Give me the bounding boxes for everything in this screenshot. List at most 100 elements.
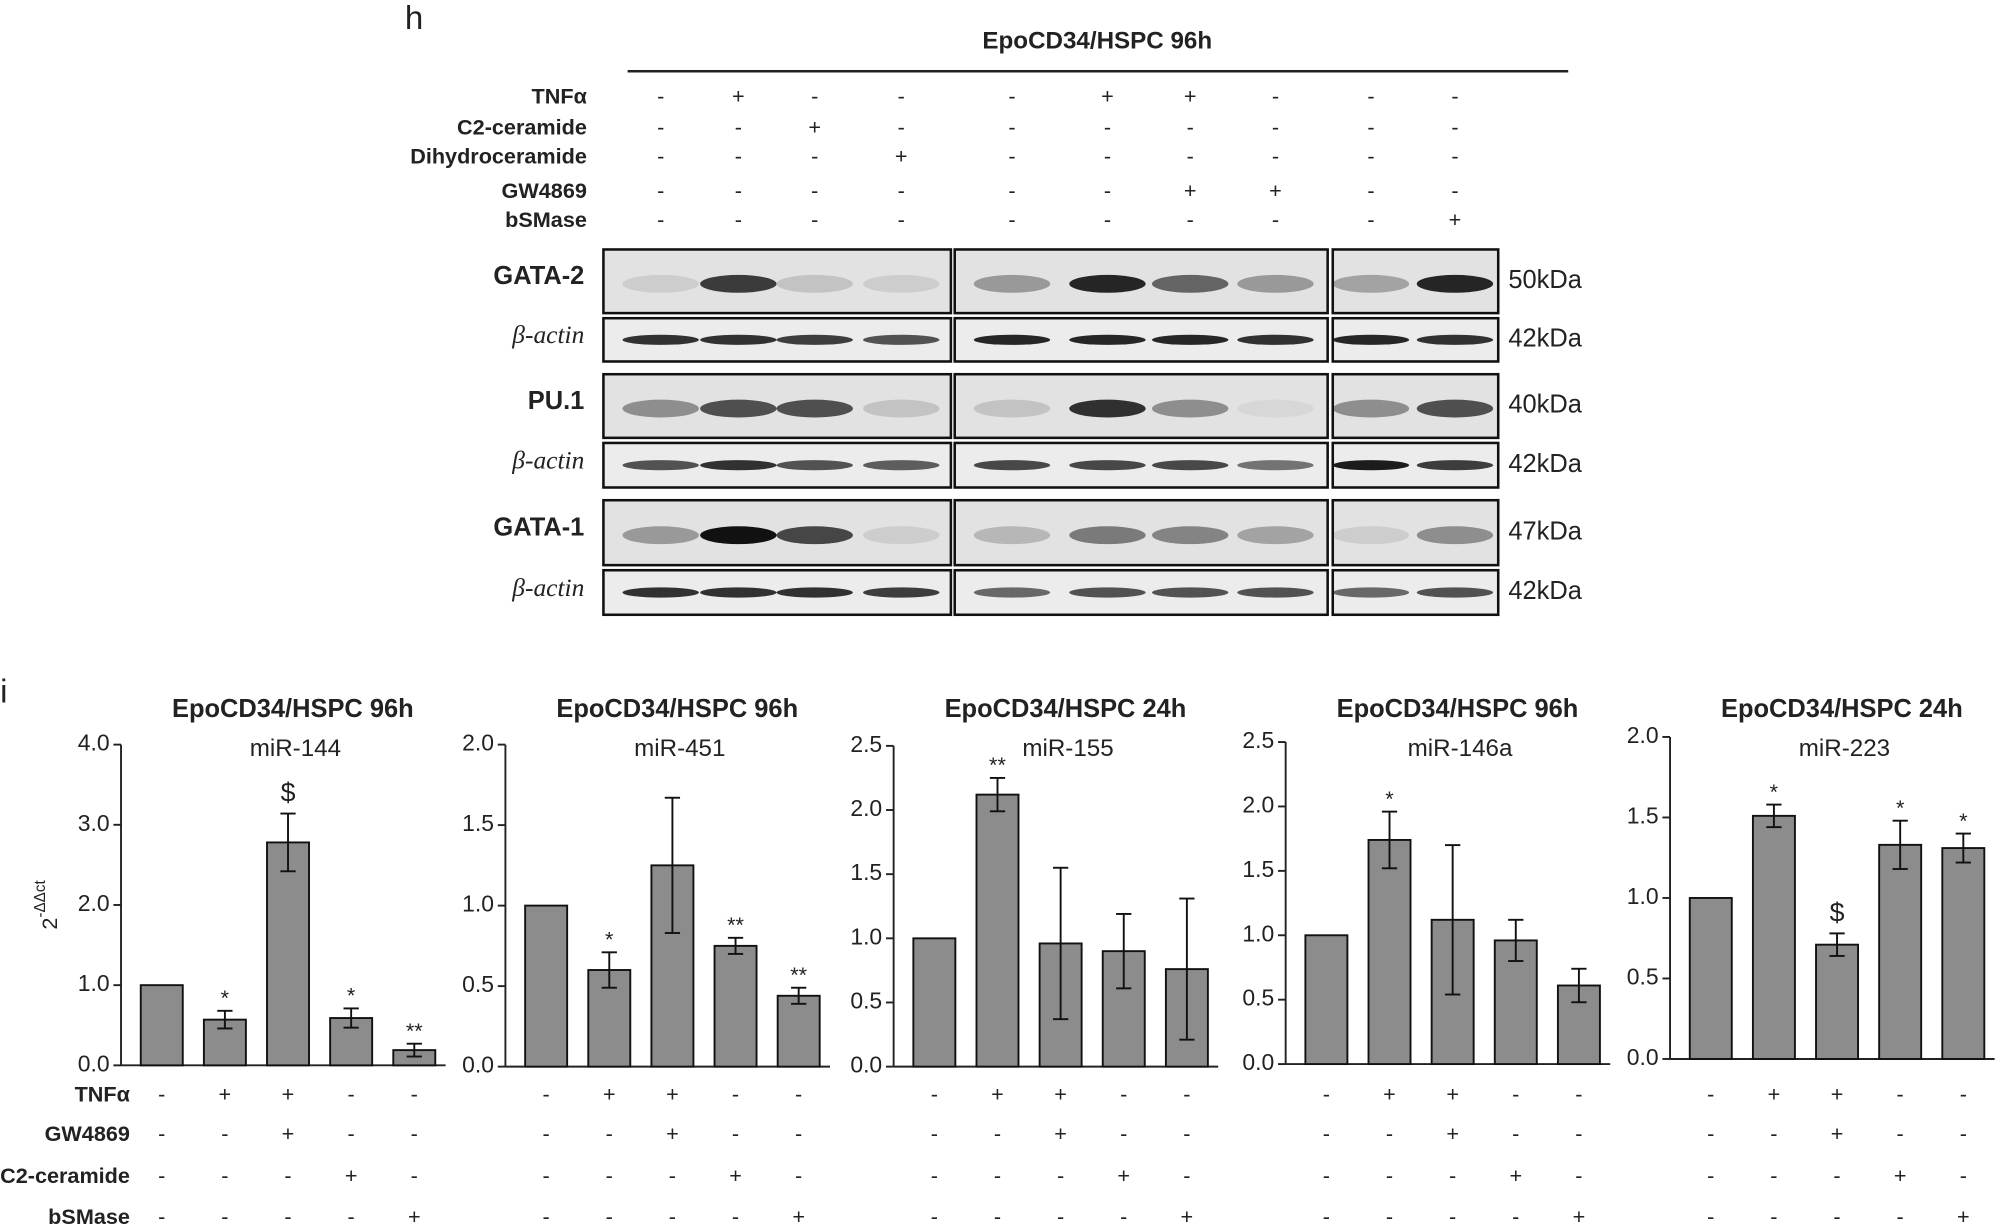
- treatment-sign: -: [158, 1121, 165, 1146]
- y-tick-label: 0.5: [1627, 964, 1659, 990]
- blot-band: [622, 526, 699, 545]
- treatment-sign: -: [1120, 1121, 1127, 1146]
- y-tick-label: 2.0: [850, 795, 882, 821]
- blot-band: [622, 460, 699, 471]
- treatment-sign: -: [1707, 1163, 1714, 1188]
- treatment-sign: +: [732, 84, 745, 109]
- treatment-sign: +: [1181, 1204, 1194, 1227]
- treatment-sign: +: [345, 1163, 358, 1188]
- treatment-sign: +: [1184, 84, 1197, 109]
- kda-label: 47kDa: [1508, 517, 1582, 545]
- treatment-sign: -: [657, 114, 664, 139]
- treatment-sign: -: [795, 1163, 802, 1188]
- blot-band: [700, 526, 777, 545]
- treatment-sign: +: [1054, 1082, 1067, 1107]
- blot-band: [776, 526, 853, 545]
- treatment-sign: -: [284, 1163, 291, 1188]
- bar: [1941, 847, 1986, 1060]
- error-bar: [217, 1009, 233, 1030]
- treatment-sign: -: [811, 207, 818, 232]
- blot-band: [776, 399, 853, 418]
- blot-band: [1332, 334, 1410, 345]
- treatment-sign: +: [1269, 178, 1282, 203]
- loading-label: β-actin: [511, 573, 584, 602]
- treatment-sign: +: [1509, 1163, 1522, 1188]
- bar: [1367, 838, 1412, 1066]
- blot-band: [1237, 334, 1314, 345]
- treatment-sign: +: [1831, 1082, 1844, 1107]
- protein-label: GATA-2: [493, 262, 584, 290]
- treatment-sign: -: [1187, 144, 1194, 169]
- y-tick-label: 0.0: [1627, 1044, 1659, 1070]
- treatment-sign: -: [1272, 144, 1279, 169]
- treatment-sign: +: [729, 1163, 742, 1188]
- error-bar: [1381, 810, 1398, 870]
- treatment-sign: -: [795, 1121, 802, 1146]
- treatment-sign: -: [1449, 1163, 1456, 1188]
- treatment-sign: -: [1770, 1204, 1777, 1227]
- treatment-sign: -: [1386, 1121, 1393, 1146]
- treatment-sign: -: [657, 178, 664, 203]
- blot-band: [863, 460, 940, 471]
- treatment-sign: -: [411, 1163, 418, 1188]
- treatment-sign: +: [282, 1121, 295, 1146]
- bar: [1688, 897, 1733, 1060]
- significance-label: *: [221, 985, 230, 1010]
- treatment-sign: -: [1833, 1204, 1840, 1227]
- treatment-sign: -: [1451, 84, 1458, 109]
- blot-band: [1152, 399, 1229, 418]
- blot-band: [622, 587, 699, 598]
- loading-label: β-actin: [511, 446, 584, 475]
- blot-band: [973, 274, 1051, 293]
- panel-label: h: [405, 0, 423, 37]
- kda-label: 42kDa: [1508, 450, 1582, 478]
- blot-band: [1069, 274, 1146, 293]
- treatment-sign: -: [931, 1082, 938, 1107]
- chart-subtitle: miR-146a: [1408, 735, 1513, 762]
- y-tick-label: 0.5: [1242, 985, 1274, 1011]
- significance-label: **: [406, 1018, 423, 1043]
- treatment-sign: +: [1054, 1121, 1067, 1146]
- treatment-sign: -: [1367, 114, 1374, 139]
- bar: [713, 944, 758, 1068]
- blot-band: [1237, 460, 1314, 471]
- treatment-name: Dihydroceramide: [410, 144, 587, 169]
- bar: [1304, 934, 1349, 1066]
- treatment-sign: -: [1897, 1204, 1904, 1227]
- treatment-sign: -: [735, 144, 742, 169]
- chart-title: EpoCD34/HSPC 96h: [1337, 695, 1579, 723]
- bar: [975, 793, 1020, 1068]
- blot-band: [1152, 587, 1229, 598]
- treatment-sign: -: [1183, 1121, 1190, 1146]
- treatment-sign: +: [895, 144, 908, 169]
- error-bar: [1179, 897, 1195, 1041]
- blot-band: [863, 399, 940, 418]
- blot-band: [1416, 274, 1494, 293]
- treatment-sign: -: [1512, 1121, 1519, 1146]
- treatment-sign: +: [1446, 1082, 1459, 1107]
- treatment-name: TNFα: [75, 1082, 131, 1107]
- treatment-sign: -: [931, 1204, 938, 1227]
- treatment-sign: +: [1101, 84, 1114, 109]
- treatment-sign: -: [1008, 114, 1015, 139]
- chart-subtitle: miR-451: [634, 735, 725, 762]
- y-tick-label: 0.0: [1242, 1049, 1274, 1075]
- treatment-sign: -: [1451, 114, 1458, 139]
- blot-band: [622, 399, 699, 418]
- treatment-sign: -: [735, 207, 742, 232]
- bar: [1815, 943, 1860, 1060]
- blot-band: [1152, 274, 1229, 293]
- treatment-sign: +: [1573, 1204, 1586, 1227]
- y-tick-label: 1.0: [1242, 920, 1274, 946]
- y-tick-label: 1.0: [78, 970, 110, 996]
- treatment-sign: -: [1707, 1082, 1714, 1107]
- treatment-sign: -: [158, 1204, 165, 1227]
- error-bar: [1571, 967, 1587, 1004]
- treatment-name: C2-ceramide: [457, 114, 587, 139]
- treatment-sign: +: [1957, 1204, 1970, 1227]
- blot-band: [1237, 526, 1314, 545]
- treatment-sign: -: [606, 1163, 613, 1188]
- y-tick-label: 1.0: [1627, 883, 1659, 909]
- treatment-sign: -: [1386, 1163, 1393, 1188]
- treatment-sign: +: [1894, 1163, 1907, 1188]
